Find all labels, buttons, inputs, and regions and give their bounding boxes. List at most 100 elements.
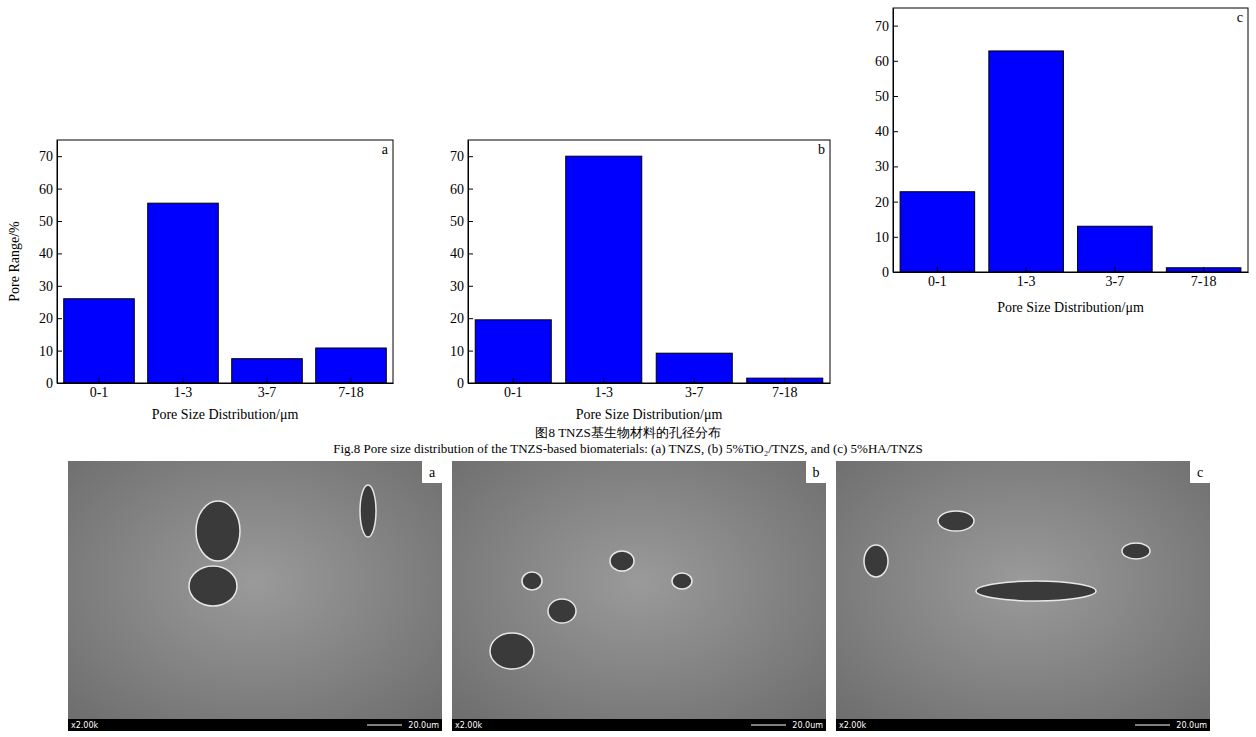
y-tick: 70 — [875, 19, 898, 34]
scale-label: 20.0um — [408, 721, 439, 730]
y-tick: 60 — [39, 182, 62, 197]
x-tick-mark — [1203, 267, 1204, 272]
pore — [976, 581, 1096, 601]
x-tick: 7-18 — [338, 378, 364, 400]
y-axis: 010203040506070 — [450, 141, 473, 391]
micrograph-image — [68, 461, 442, 731]
y-tick: 40 — [875, 124, 898, 139]
y-tick-label: 50 — [875, 89, 889, 104]
y-tick-label: 10 — [875, 230, 889, 245]
pore — [490, 633, 534, 669]
bar — [900, 192, 975, 272]
y-axis: 0 10 20 30 40 50 60 70 — [875, 9, 898, 280]
x-tick: 1-3 — [594, 378, 613, 400]
bar — [1166, 268, 1241, 272]
magnification: x2.00k — [839, 721, 867, 730]
x-tick: 3-7 — [258, 378, 277, 400]
scale-bar — [751, 725, 786, 726]
y-tick-label: 30 — [39, 279, 53, 294]
x-tick-mark — [1026, 267, 1027, 272]
chart-panel: 0102030405060700-11-33-77-18Pore Size Di… — [450, 140, 831, 422]
y-axis-line — [893, 9, 894, 273]
y-tick-label: 30 — [875, 159, 889, 174]
y-tick-label: 40 — [39, 246, 53, 261]
y-tick-mark — [468, 221, 473, 222]
y-tick-label: 50 — [450, 214, 464, 229]
x-axis-line — [469, 383, 831, 384]
x-axis-title: Pore Size Distribution/μm — [576, 407, 723, 422]
x-tick-label: 0-1 — [90, 385, 109, 400]
x-tick-mark — [694, 378, 695, 383]
y-tick: 20 — [450, 311, 473, 326]
x-axis-line — [894, 272, 1249, 273]
bar — [475, 320, 551, 383]
y-axis-line — [468, 141, 469, 384]
y-tick-label: 20 — [875, 195, 889, 210]
chart-panel: 0102030405060700-11-33-77-18Pore Size Di… — [875, 8, 1249, 315]
y-tick-mark — [893, 166, 898, 167]
y-tick: 30 — [875, 159, 898, 174]
y-tick-mark — [57, 221, 62, 222]
x-tick: 3-7 — [1106, 267, 1125, 289]
info-bar — [836, 719, 1210, 731]
x-tick-mark — [99, 378, 100, 383]
y-tick-mark — [468, 189, 473, 190]
bars — [900, 51, 1241, 272]
y-tick: 60 — [875, 54, 898, 69]
magnification: x2.00k — [71, 721, 99, 730]
pore — [189, 566, 237, 606]
x-tick: 1-3 — [174, 378, 193, 400]
y-tick: 50 — [450, 214, 473, 229]
y-tick: 70 — [39, 149, 62, 164]
y-tick-mark — [893, 96, 898, 97]
x-tick-label: 7-18 — [1191, 274, 1217, 289]
y-tick-label: 50 — [39, 214, 53, 229]
bars — [475, 156, 823, 383]
panel-letter: c — [1237, 10, 1243, 25]
panel-letter: b — [818, 142, 825, 157]
y-tick-mark — [893, 61, 898, 62]
y-tick-label: 40 — [875, 124, 889, 139]
y-tick-label: 60 — [875, 54, 889, 69]
pore — [522, 572, 542, 590]
y-tick-mark — [468, 351, 473, 352]
x-tick-mark — [183, 378, 184, 383]
x-tick-label: 3-7 — [258, 385, 277, 400]
pore — [360, 485, 376, 537]
x-tick-mark — [937, 267, 938, 272]
y-tick-mark — [57, 156, 62, 157]
bar — [989, 51, 1064, 272]
y-tick-mark — [57, 351, 62, 352]
y-tick-label: 20 — [39, 311, 53, 326]
x-tick: 7-18 — [1191, 267, 1217, 289]
x-tick-mark — [351, 378, 352, 383]
y-axis-title: Pore Range/% — [7, 221, 22, 302]
micrograph-letter: a — [429, 465, 436, 480]
pore — [672, 573, 692, 589]
x-tick-mark — [784, 378, 785, 383]
y-tick-mark — [57, 253, 62, 254]
x-tick: 0-1 — [90, 378, 109, 400]
x-tick: 0-1 — [928, 267, 947, 289]
x-tick-label: 7-18 — [338, 385, 364, 400]
x-axis: 0-11-33-77-18 — [894, 267, 1249, 289]
y-tick: 60 — [450, 182, 473, 197]
y-tick-label: 0 — [457, 376, 464, 391]
y-tick-label: 10 — [39, 344, 53, 359]
bar — [747, 378, 823, 383]
y-tick-mark — [893, 202, 898, 203]
y-tick: 20 — [875, 195, 898, 210]
y-tick-label: 0 — [882, 265, 889, 280]
y-tick: 40 — [450, 246, 473, 261]
x-tick-label: 7-18 — [772, 385, 798, 400]
x-tick: 7-18 — [772, 378, 798, 400]
x-tick-mark — [513, 378, 514, 383]
micrograph-image — [836, 461, 1210, 731]
micrograph-image — [452, 461, 826, 731]
y-tick: 50 — [875, 89, 898, 104]
x-tick-label: 3-7 — [1106, 274, 1125, 289]
y-tick-label: 20 — [450, 311, 464, 326]
x-tick-mark — [1114, 267, 1115, 272]
y-tick-mark — [57, 189, 62, 190]
y-tick-label: 0 — [46, 376, 53, 391]
